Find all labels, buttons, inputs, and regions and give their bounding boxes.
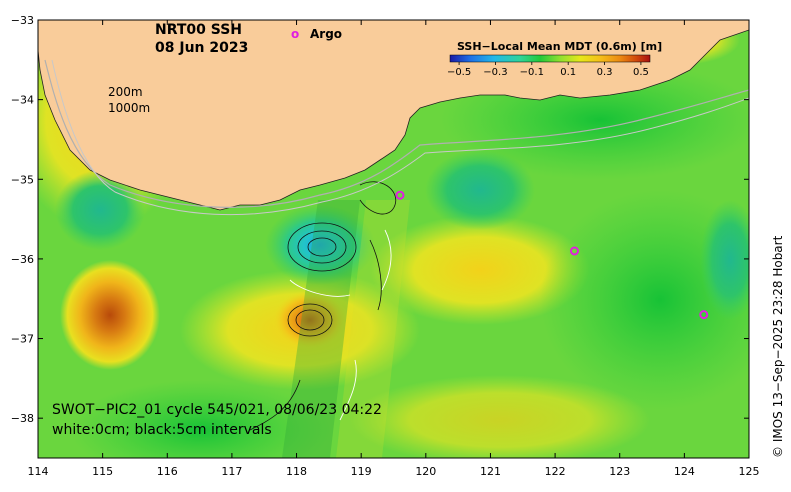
map-title-line1: NRT00 SSH <box>155 22 242 38</box>
colorbar-tick-label: 0.3 <box>597 67 613 78</box>
colorbar-title: SSH−Local Mean MDT (0.6m) [m] <box>457 40 662 53</box>
australia-land <box>38 20 749 211</box>
argo-float-marker <box>569 246 579 256</box>
x-tick-label: 116 <box>157 465 178 478</box>
x-tick-label: 121 <box>480 465 501 478</box>
sea-green-area-southwest <box>70 380 330 458</box>
imos-credit: © IMOS 13−Sep−2025 23:28 Hobart <box>771 235 785 458</box>
y-tick-label: −37 <box>11 333 34 346</box>
swot-caption-line2: white:0cm; black:5cm intervals <box>52 422 272 438</box>
argo-float-marker <box>699 310 709 320</box>
isobath-label-1000m: 1000m <box>108 101 150 115</box>
y-tick-label: −34 <box>11 94 34 107</box>
x-tick-label: 124 <box>674 465 695 478</box>
x-tick-label: 122 <box>545 465 566 478</box>
isobath-1000m <box>51 59 749 216</box>
colorbar-tick-label: −0.3 <box>483 67 507 78</box>
y-axis: −33 −34 −35 −36 −37 −38 <box>11 14 749 425</box>
map-title-line2: 08 Jun 2023 <box>155 40 248 56</box>
warm-eddy-swot <box>272 290 348 350</box>
plot-frame <box>37 19 750 459</box>
x-tick-label: 125 <box>739 465 760 478</box>
cold-area-far-east <box>700 200 749 320</box>
x-tick-label: 123 <box>609 465 630 478</box>
swot-caption-line1: SWOT−PIC2_01 cycle 545/021, 08/06/23 04:… <box>52 402 382 418</box>
sea-warm-area-central <box>370 215 590 325</box>
y-tick-label: −38 <box>11 412 34 425</box>
colorbar: SSH−Local Mean MDT (0.6m) [m] −0.5 −0.3 −0… <box>447 40 662 78</box>
map-plot-area <box>38 20 749 458</box>
argo-legend-marker: o <box>291 27 299 41</box>
x-axis: 114 115 116 117 118 119 120 121 122 123 124 125 <box>28 20 760 478</box>
x-tick-label: 117 <box>221 465 242 478</box>
y-tick-label: −36 <box>11 253 34 266</box>
sea-green-area-east <box>540 190 749 410</box>
warm-eddy-west <box>60 260 160 370</box>
ssh-contours-white <box>289 229 392 421</box>
swot-swath-east <box>336 200 410 458</box>
argo-float-marker <box>395 190 405 200</box>
cold-eddy-central <box>265 205 375 285</box>
colorbar-tick-label: 0.5 <box>633 67 649 78</box>
colorbar-gradient <box>449 54 651 63</box>
ssh-contours-black <box>249 181 397 431</box>
colorbar-tick-label: 0.1 <box>560 67 576 78</box>
y-tick-label: −35 <box>11 173 34 186</box>
colorbar-tick-label: −0.1 <box>520 67 544 78</box>
x-tick-label: 118 <box>286 465 307 478</box>
x-tick-label: 114 <box>28 465 49 478</box>
sea-warm-area-southeast <box>350 375 650 458</box>
swot-swath-west <box>282 200 360 458</box>
colorbar-tick-label: −0.5 <box>447 67 471 78</box>
argo-legend-label: Argo <box>310 27 342 41</box>
colorbar-ticks: −0.5 −0.3 −0.1 0.1 0.3 0.5 <box>447 62 649 78</box>
y-tick-label: −33 <box>11 14 34 27</box>
isobath-label-200m: 200m <box>108 85 143 99</box>
x-tick-label: 120 <box>415 465 436 478</box>
cold-eddy-east <box>425 150 535 230</box>
argo-floats <box>395 190 709 320</box>
x-tick-label: 115 <box>92 465 113 478</box>
x-tick-label: 119 <box>351 465 372 478</box>
